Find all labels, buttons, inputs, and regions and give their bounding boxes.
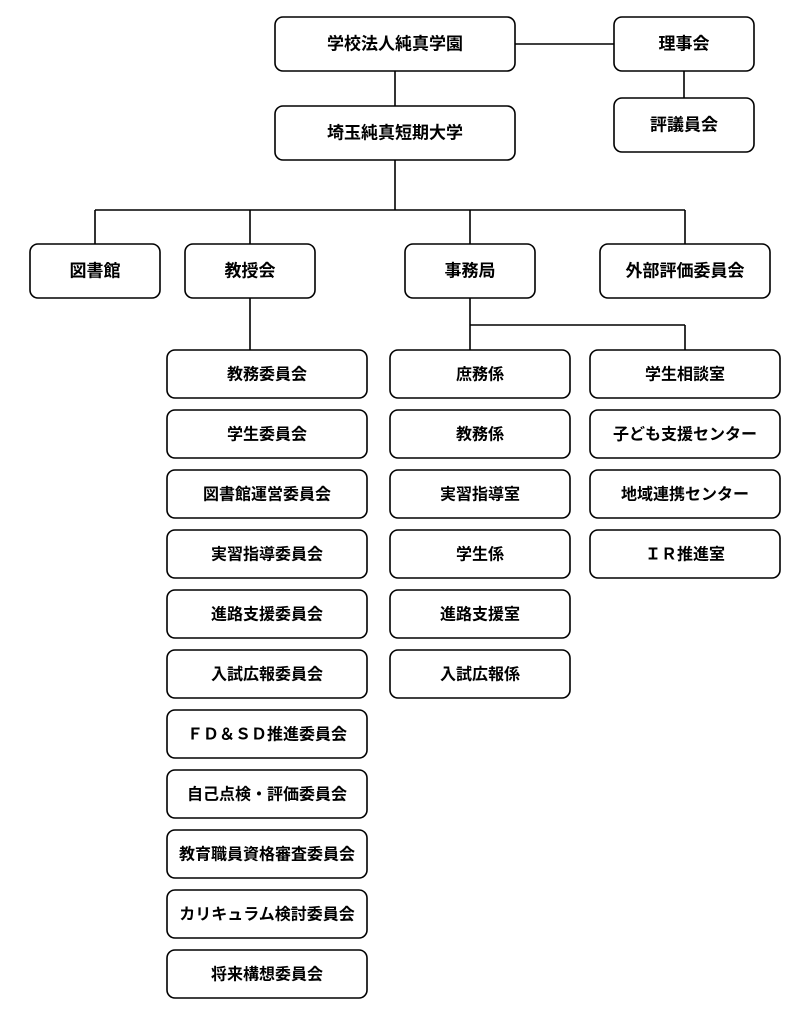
node-rijikai: 理事会: [614, 17, 754, 71]
node-label: カリキュラム検討委員会: [179, 900, 355, 924]
node-label: ＩＲ推進室: [645, 540, 725, 564]
node-j4: 進路支援室: [390, 590, 570, 638]
node-label: 評議員会: [650, 111, 718, 136]
node-gakuen: 学校法人純真学園: [275, 17, 515, 71]
node-label: 学生相談室: [645, 360, 725, 384]
node-gaibu: 外部評価委員会: [600, 244, 770, 298]
node-label: 教育職員資格審査委員会: [179, 840, 355, 864]
node-r3: ＩＲ推進室: [590, 530, 780, 578]
node-label: 教務委員会: [227, 360, 307, 384]
node-toshokan: 図書館: [30, 244, 160, 298]
node-label: 外部評価委員会: [626, 257, 745, 282]
node-label: 進路支援室: [440, 600, 520, 624]
node-label: 教務係: [456, 420, 504, 444]
node-k3: 実習指導委員会: [167, 530, 367, 578]
node-label: 地域連携センター: [621, 480, 749, 504]
node-label: 実習指導委員会: [211, 540, 323, 564]
node-k7: 自己点検・評価委員会: [167, 770, 367, 818]
node-label: 図書館: [70, 257, 121, 282]
node-k8: 教育職員資格審査委員会: [167, 830, 367, 878]
node-label: 埼玉純真短期大学: [327, 119, 463, 144]
org-chart: 学校法人純真学園 理事会評議員会 埼玉純真短期大学図書館 教授会 事務局 外部評価委員会教…: [0, 0, 790, 1025]
node-kyojukai: 教授会: [185, 244, 315, 298]
node-label: 事務局: [445, 257, 496, 282]
node-label: 理事会: [659, 30, 710, 55]
node-label: 教授会: [225, 257, 276, 282]
node-r1: 子ども支援センター: [590, 410, 780, 458]
node-label: 進路支援委員会: [211, 600, 323, 624]
node-hyogikai: 評議員会: [614, 98, 754, 152]
node-label: 将来構想委員会: [211, 960, 323, 984]
node-r2: 地域連携センター: [590, 470, 780, 518]
node-j0: 庶務係: [390, 350, 570, 398]
node-k4: 進路支援委員会: [167, 590, 367, 638]
node-r0: 学生相談室: [590, 350, 780, 398]
node-j5: 入試広報係: [390, 650, 570, 698]
node-label: 学生係: [456, 540, 504, 564]
node-j3: 学生係: [390, 530, 570, 578]
node-k9: カリキュラム検討委員会: [167, 890, 367, 938]
node-label: 入試広報係: [440, 660, 520, 684]
node-label: 学生委員会: [227, 420, 307, 444]
node-label: 自己点検・評価委員会: [187, 780, 347, 804]
node-k1: 学生委員会: [167, 410, 367, 458]
node-k0: 教務委員会: [167, 350, 367, 398]
node-label: 庶務係: [456, 360, 504, 384]
node-k10: 将来構想委員会: [167, 950, 367, 998]
node-k6: ＦＤ＆ＳＤ推進委員会: [167, 710, 367, 758]
node-label: 学校法人純真学園: [327, 30, 463, 55]
node-k5: 入試広報委員会: [167, 650, 367, 698]
node-label: 子ども支援センター: [613, 420, 757, 444]
node-label: ＦＤ＆ＳＤ推進委員会: [187, 720, 347, 744]
node-label: 実習指導室: [440, 480, 520, 504]
node-j1: 教務係: [390, 410, 570, 458]
node-daigaku: 埼玉純真短期大学: [275, 106, 515, 160]
node-k2: 図書館運営委員会: [167, 470, 367, 518]
node-label: 入試広報委員会: [211, 660, 323, 684]
node-jimukyoku: 事務局: [405, 244, 535, 298]
node-label: 図書館運営委員会: [203, 480, 331, 504]
node-j2: 実習指導室: [390, 470, 570, 518]
